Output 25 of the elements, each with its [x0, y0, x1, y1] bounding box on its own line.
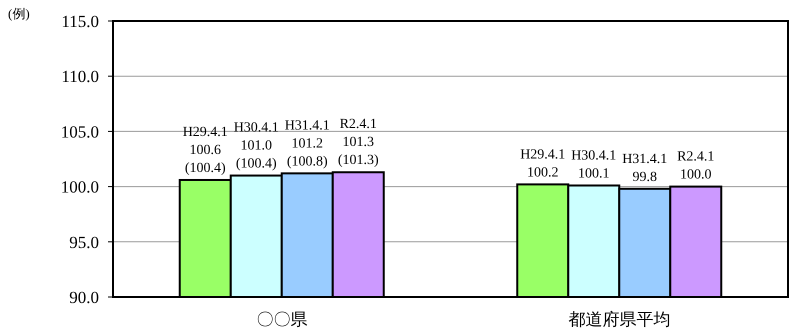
- y-tick-label: 100.0: [60, 178, 99, 197]
- data-label: 100.2: [527, 165, 558, 180]
- data-label: 100.1: [578, 166, 610, 182]
- y-tick-label: 90.0: [69, 288, 99, 307]
- data-label: 100.0: [680, 168, 712, 183]
- series-label: H29.4.1: [520, 147, 566, 162]
- series-label: H31.4.1: [622, 152, 668, 167]
- data-label: 101.3 (101.3): [338, 135, 379, 168]
- series-label: H30.4.1: [571, 148, 616, 164]
- x-tick-label: 〇〇県: [256, 310, 308, 329]
- y-axis-title: (例): [8, 6, 30, 21]
- x-tick-label: 都道府県平均: [568, 310, 670, 329]
- y-tick-label: 105.0: [60, 122, 99, 142]
- text: H30.4.1: [234, 120, 279, 136]
- text: H29.4.1: [182, 124, 228, 140]
- y-tick-label: 95.0: [69, 232, 99, 252]
- text: H31.4.1: [284, 118, 330, 134]
- y-tick-label: 110.0: [61, 67, 99, 86]
- y-tick-label: 115.0: [61, 12, 99, 31]
- data-label: 101.2 (100.8): [286, 136, 328, 170]
- data-label: 101.0 (100.4): [236, 138, 277, 172]
- data-label: 100.6 (100.4): [184, 142, 226, 176]
- data-label: 99.8: [632, 170, 657, 185]
- series-label: R2.4.1: [677, 150, 714, 165]
- text: R2.4.1: [340, 117, 377, 132]
